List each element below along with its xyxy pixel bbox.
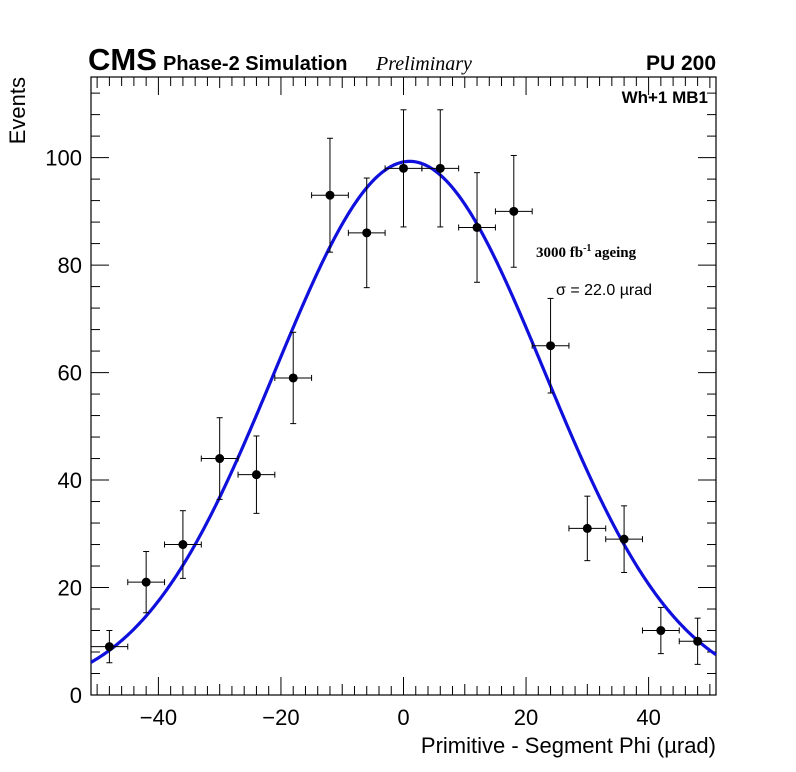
ageing-unit: fb [570, 245, 583, 261]
point-marker [325, 190, 335, 200]
y-tick-label: 60 [58, 361, 82, 386]
ageing-label: 3000 fb-1 ageing [536, 243, 637, 261]
point-marker [693, 636, 703, 646]
data-point [605, 505, 643, 573]
data-point [311, 137, 349, 253]
x-axis-title: Primitive - Segment Phi (µrad) [421, 733, 716, 758]
pileup-label: PU 200 [646, 52, 716, 75]
y-tick-label: 20 [58, 576, 82, 601]
data-points-group [90, 109, 717, 665]
data-point [164, 510, 202, 579]
data-point [421, 109, 460, 228]
phase-label: Phase-2 Simulation [163, 53, 348, 75]
preliminary-label: Preliminary [375, 53, 472, 75]
data-point [641, 606, 680, 655]
x-tick-label: 0 [397, 705, 409, 730]
ageing-suffix: ageing [594, 245, 636, 261]
point-marker [288, 373, 298, 383]
point-marker [104, 642, 114, 652]
data-point [90, 630, 129, 664]
point-marker [141, 577, 151, 587]
data-point [237, 435, 276, 514]
y-tick-label: 0 [70, 683, 82, 708]
data-point [458, 172, 496, 283]
axis-ticks: −40 −20 0 20 40 0 20 40 60 80 100 [45, 77, 716, 730]
y-axis-title: Events [5, 77, 30, 144]
point-marker [472, 222, 482, 232]
x-tick-label: −40 [140, 705, 177, 730]
point-marker [509, 206, 519, 216]
point-marker [251, 470, 261, 480]
y-tick-label: 40 [58, 468, 82, 493]
point-marker [656, 626, 666, 636]
data-point [274, 331, 313, 425]
point-marker [546, 341, 556, 351]
x-tick-label: 20 [514, 705, 538, 730]
point-marker [619, 534, 629, 544]
x-tick-label: −20 [262, 705, 299, 730]
data-point [568, 495, 607, 562]
point-marker [362, 228, 372, 238]
data-point [678, 617, 717, 665]
y-tick-label: 100 [45, 146, 82, 171]
point-marker [435, 163, 445, 173]
point-marker [399, 163, 408, 173]
region-label: Wh+1 MB1 [622, 88, 708, 107]
data-point [384, 109, 423, 228]
data-point [494, 154, 533, 268]
x-tick-label: 40 [636, 705, 660, 730]
fit-curve-group [90, 159, 717, 664]
ageing-exponent: -1 [583, 243, 591, 254]
ageing-value: 3000 [536, 245, 566, 261]
y-tick-label: 80 [58, 253, 82, 278]
fit-sigma-label: σ = 22.0 µrad [556, 282, 652, 299]
point-marker [215, 454, 225, 464]
data-point [200, 417, 239, 500]
data-point [347, 177, 386, 289]
data-point [127, 551, 166, 614]
cms-label: CMS [88, 42, 157, 77]
data-point [531, 297, 570, 394]
point-marker [582, 523, 592, 533]
fit-curve [90, 159, 717, 664]
point-marker [178, 540, 188, 550]
